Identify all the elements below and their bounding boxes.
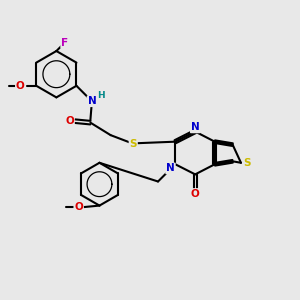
Text: S: S (130, 139, 137, 149)
Text: O: O (65, 116, 74, 126)
Text: N: N (88, 96, 96, 106)
Text: S: S (244, 158, 251, 168)
Text: N: N (191, 122, 200, 132)
Text: N: N (166, 164, 175, 173)
Text: H: H (98, 92, 105, 100)
Text: O: O (191, 189, 200, 199)
Text: F: F (61, 38, 68, 48)
Text: O: O (74, 202, 83, 212)
Text: O: O (16, 81, 25, 91)
